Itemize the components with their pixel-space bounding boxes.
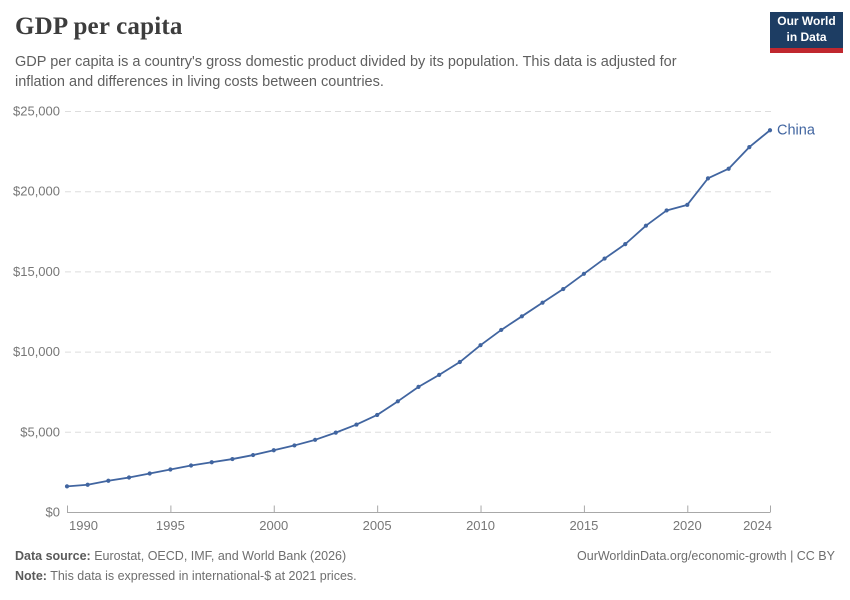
data-point[interactable] bbox=[478, 343, 483, 348]
data-point[interactable] bbox=[602, 256, 607, 261]
data-point[interactable] bbox=[375, 412, 380, 418]
x-axis-tick-label: 1995 bbox=[156, 518, 185, 533]
origin-link[interactable]: OurWorldinData.org/economic-growth | CC … bbox=[577, 549, 835, 563]
chart-footer: Data source: Eurostat, OECD, IMF, and Wo… bbox=[15, 549, 835, 583]
y-axis-tick-label: $25,000 bbox=[13, 104, 60, 119]
series-end-label[interactable]: China bbox=[777, 123, 816, 139]
x-axis-tick-label: 2015 bbox=[569, 518, 598, 533]
page-title: GDP per capita bbox=[15, 13, 183, 40]
x-axis-tick-label: 1990 bbox=[69, 518, 98, 533]
data-point[interactable] bbox=[437, 372, 442, 377]
chart-subtitle: GDP per capita is a country's gross dome… bbox=[15, 54, 677, 90]
note-line: Note: This data is expressed in internat… bbox=[15, 569, 357, 583]
chart-svg: $0 $5,000 $10,000 $15,000 $20,000 $25,000 1990… bbox=[13, 104, 816, 534]
data-point[interactable] bbox=[313, 437, 318, 442]
y-axis-tick-label: $5,000 bbox=[20, 424, 60, 439]
data-point[interactable] bbox=[126, 475, 132, 480]
data-source-label: Data source: bbox=[15, 549, 91, 563]
data-point[interactable] bbox=[747, 144, 752, 150]
data-point[interactable] bbox=[230, 456, 235, 462]
y-axis-tick-label: $20,000 bbox=[13, 184, 60, 199]
data-point[interactable] bbox=[457, 359, 462, 365]
data-source-text: Eurostat, OECD, IMF, and World Bank (202… bbox=[90, 549, 347, 563]
data-point[interactable] bbox=[767, 128, 773, 133]
note-text: This data is expressed in international-… bbox=[46, 569, 357, 583]
y-axis-tick-label: $10,000 bbox=[13, 344, 60, 359]
note-label: Note: bbox=[15, 569, 47, 583]
data-point[interactable] bbox=[271, 448, 276, 453]
data-point[interactable] bbox=[147, 471, 152, 476]
data-point[interactable] bbox=[106, 478, 111, 483]
data-point[interactable] bbox=[64, 484, 70, 489]
data-point[interactable] bbox=[623, 242, 628, 247]
owid-logo-line2: in Data bbox=[786, 30, 827, 44]
owid-logo[interactable]: Our World in Data bbox=[770, 12, 843, 53]
y-axis-tick-label: $0 bbox=[46, 505, 60, 520]
data-point[interactable] bbox=[354, 422, 359, 427]
data-point[interactable] bbox=[561, 286, 566, 292]
data-source-line: Data source: Eurostat, OECD, IMF, and Wo… bbox=[15, 549, 346, 563]
x-axis-tick-label: 2005 bbox=[363, 518, 392, 533]
data-point[interactable] bbox=[209, 460, 214, 465]
data-point[interactable] bbox=[416, 384, 421, 389]
data-point[interactable] bbox=[726, 166, 731, 171]
data-point[interactable] bbox=[705, 176, 711, 181]
y-axis-tick-label: $15,000 bbox=[13, 264, 60, 279]
data-point[interactable] bbox=[499, 327, 504, 333]
x-axis-tick-label: 2020 bbox=[673, 518, 702, 533]
data-point[interactable] bbox=[540, 300, 545, 305]
data-point[interactable] bbox=[685, 202, 690, 207]
data-point[interactable] bbox=[333, 430, 338, 435]
x-axis-tick-label: 2024 bbox=[743, 518, 772, 533]
data-point[interactable] bbox=[85, 482, 90, 487]
series-line[interactable] bbox=[66, 129, 771, 488]
data-point[interactable] bbox=[168, 467, 173, 472]
data-point[interactable] bbox=[292, 443, 297, 448]
owid-logo-line1: Our World bbox=[777, 14, 836, 29]
x-axis-tick-label: 2000 bbox=[259, 518, 288, 533]
data-point[interactable] bbox=[519, 314, 524, 319]
data-point[interactable] bbox=[250, 452, 256, 458]
data-point[interactable] bbox=[664, 208, 669, 213]
x-axis-tick-label: 2010 bbox=[466, 518, 495, 533]
data-point[interactable] bbox=[581, 271, 587, 276]
data-point[interactable] bbox=[643, 223, 649, 228]
data-point[interactable] bbox=[395, 399, 400, 404]
data-point[interactable] bbox=[188, 463, 194, 468]
